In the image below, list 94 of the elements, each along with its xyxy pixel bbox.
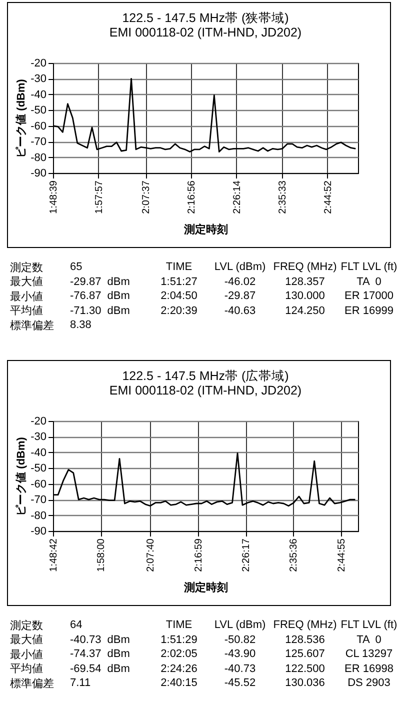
text: -40.73 (223, 662, 257, 675)
text: -43.90 (223, 648, 257, 660)
text: -40.63 (223, 304, 257, 317)
text: 7.11 (70, 677, 92, 690)
text: -74.37 dBm (70, 648, 131, 660)
text: TA 0 (356, 276, 382, 288)
text: 最小値 (10, 290, 44, 304)
text: TA 0 (356, 634, 382, 646)
text: 64 (70, 619, 84, 632)
x-tick-label: 1:48:39 (48, 180, 60, 214)
text: FLT LVL (ft) (340, 619, 398, 632)
text: -46.02 (223, 276, 257, 288)
x-tick-label: 2:16:56 (186, 180, 198, 214)
text: 2:20:39 (160, 304, 198, 317)
text: ER 16999 (344, 304, 394, 317)
y-tick-label: -60 (30, 120, 46, 132)
x-tick-label: 2:44:52 (322, 180, 334, 214)
x-tick-label: 2:26:17 (241, 538, 252, 572)
text: 最大値 (10, 633, 44, 648)
text: -40.73 dBm (70, 634, 131, 646)
text: 標準偏差 (10, 676, 55, 691)
y-tick-label: -70 (30, 136, 46, 148)
text: CL 13297 (344, 648, 394, 660)
y-tick-label: -50 (30, 462, 46, 475)
x-tick-label: 1:58:00 (96, 538, 108, 572)
x-tick-label: 1:57:57 (94, 180, 105, 214)
x-tick-label: 2:26:14 (232, 180, 243, 214)
y-tick-label: -20 (30, 58, 46, 70)
text: 2:02:05 (160, 648, 198, 660)
text: 128.357 (284, 276, 326, 288)
text: -29.87 dBm (70, 276, 131, 288)
x-tick-label: 1:48:42 (48, 538, 60, 572)
text: 測定数 (10, 260, 44, 275)
text: -50.82 (223, 634, 257, 646)
y-axis-title: ピーク値 (dBm) (14, 436, 28, 516)
y-tick-label: -90 (30, 526, 46, 538)
x-tick-label: 2:35:33 (277, 180, 288, 214)
chart-subtitle: EMI 000118-02 (ITM-HND, JD202) (109, 26, 302, 40)
y-tick-label: -30 (30, 73, 46, 86)
x-axis-title: 測定時刻 (183, 580, 228, 594)
text: FREQ (MHz) (272, 261, 338, 274)
y-tick-label: -30 (30, 431, 46, 444)
x-tick-label: 2:07:37 (141, 180, 152, 214)
text: TIME (164, 261, 194, 274)
chart-title: 122.5 - 147.5 MHz帯 (広帯域) (122, 368, 289, 383)
y-axis-title: ピーク値 (dBm) (14, 78, 28, 158)
y-tick-label: -40 (30, 88, 46, 101)
text: 65 (70, 261, 84, 274)
x-axis-title: 測定時刻 (183, 222, 228, 236)
y-tick-label: -20 (30, 416, 46, 428)
text: ER 17000 (344, 290, 394, 302)
text: 平均値 (10, 662, 44, 676)
text: 128.536 (284, 634, 326, 646)
y-tick-label: -40 (30, 446, 46, 459)
text: ER 16998 (344, 662, 394, 675)
text: 122.500 (284, 662, 326, 675)
text: DS 2903 (346, 677, 392, 690)
x-tick-label: 2:35:36 (288, 538, 300, 572)
y-tick-label: -80 (30, 510, 46, 522)
text: LVL (dBm) (213, 261, 267, 274)
text: 124.250 (284, 304, 326, 317)
y-tick-label: -50 (30, 104, 46, 117)
text: 2:40:15 (160, 677, 198, 690)
text: LVL (dBm) (213, 619, 267, 632)
chart-title: 122.5 - 147.5 MHz帯 (狭帯域) (122, 11, 289, 25)
x-tick-label: 2:44:55 (336, 538, 348, 572)
text: 8.38 (70, 319, 92, 332)
x-tick-label: 2:16:59 (193, 538, 204, 572)
text: -76.87 dBm (70, 290, 131, 302)
text: FREQ (MHz) (272, 619, 338, 632)
text: 1:51:27 (160, 276, 198, 288)
text: 125.607 (284, 648, 326, 660)
text: 最小値 (10, 648, 44, 662)
text: 1:51:29 (160, 634, 198, 646)
text: FLT LVL (ft) (340, 261, 398, 274)
x-tick-label: 2:07:40 (146, 538, 157, 572)
y-tick-label: -80 (30, 152, 46, 164)
text: 標準偏差 (10, 318, 55, 333)
chart-subtitle: EMI 000118-02 (ITM-HND, JD202) (109, 384, 302, 398)
text: TIME (164, 619, 194, 632)
text: 最大値 (10, 275, 44, 290)
text: 測定数 (10, 618, 44, 633)
y-tick-label: -60 (30, 478, 46, 490)
text: 130.000 (284, 290, 326, 302)
text: 130.036 (284, 677, 326, 690)
y-tick-label: -90 (30, 168, 46, 180)
text: -45.52 (223, 677, 257, 690)
text: 2:24:26 (160, 662, 198, 675)
text: -29.87 (223, 290, 257, 302)
text: 平均値 (10, 304, 44, 318)
text: 2:04:50 (160, 290, 198, 302)
y-tick-label: -70 (30, 494, 46, 506)
text: -71.30 dBm (70, 304, 131, 317)
text: -69.54 dBm (70, 662, 131, 675)
